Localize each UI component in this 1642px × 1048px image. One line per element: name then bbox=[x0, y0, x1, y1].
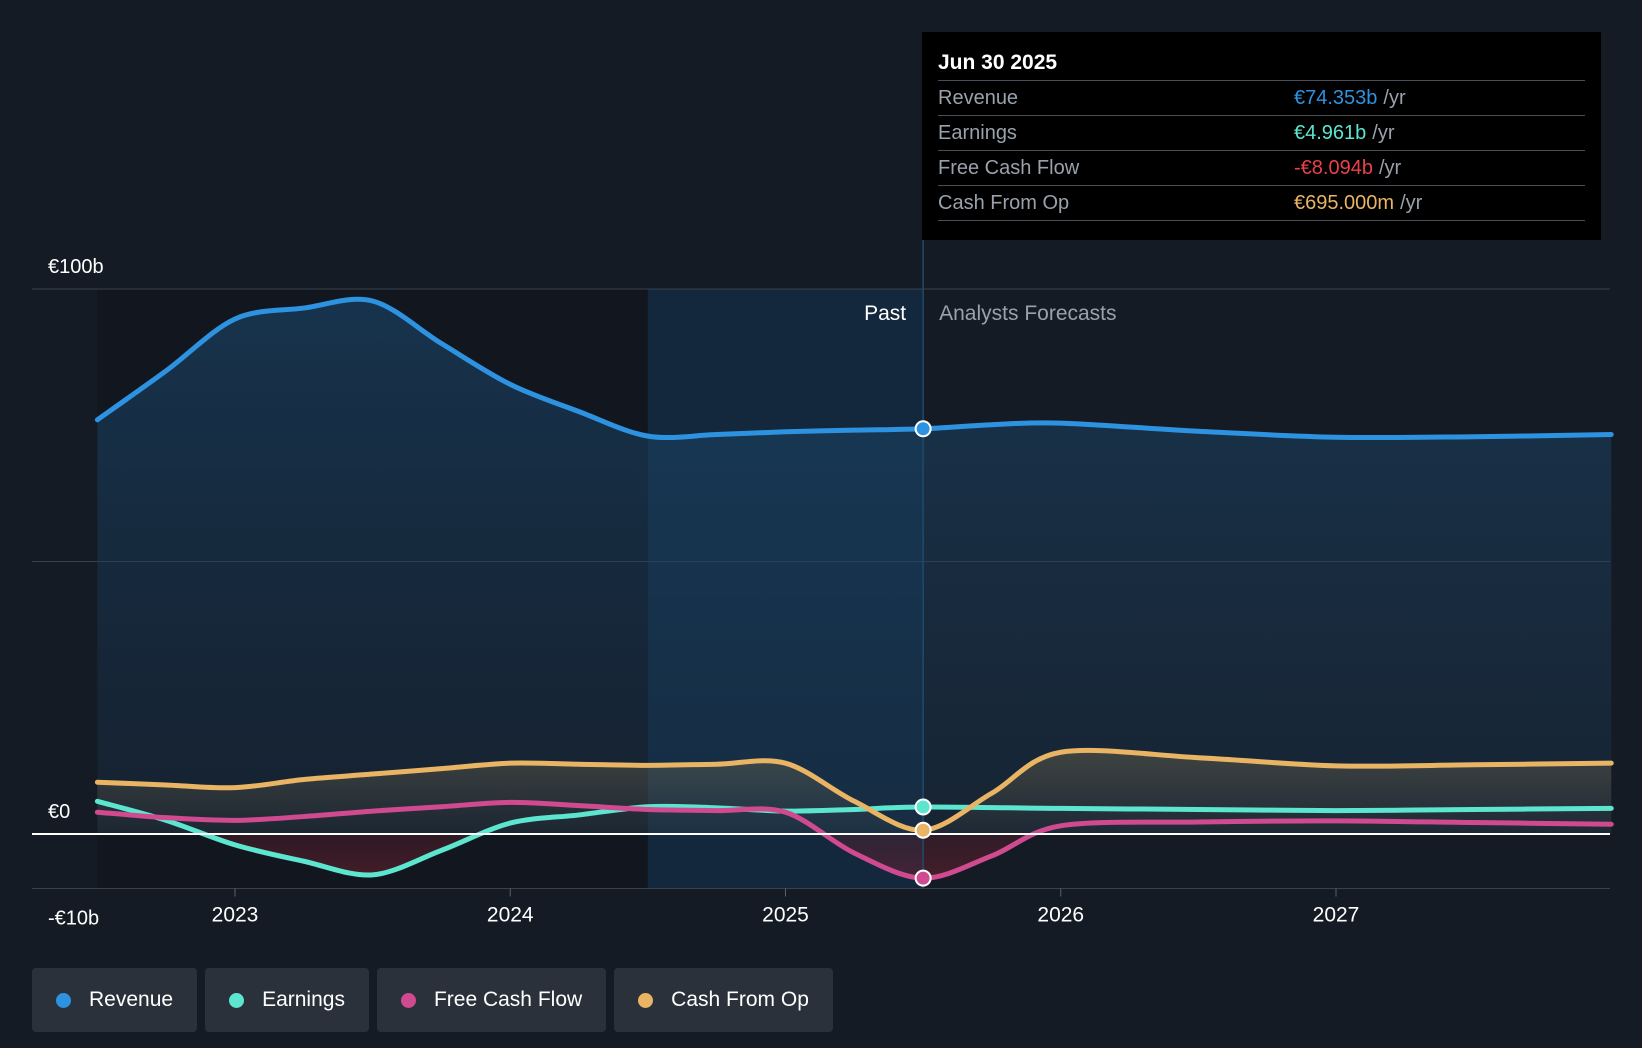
hover-markers bbox=[914, 420, 932, 887]
past-label: Past bbox=[864, 302, 906, 325]
tooltip-row-unit: /yr bbox=[1383, 87, 1406, 109]
legend-label: Earnings bbox=[262, 988, 345, 1011]
line-revenue bbox=[94, 296, 1614, 441]
legend-item-earnings[interactable]: Earnings bbox=[205, 968, 369, 1032]
y-label-100b: €100b bbox=[48, 256, 104, 278]
legend-dot-icon bbox=[56, 992, 71, 1008]
legend-item-cash-from-op[interactable]: Cash From Op bbox=[614, 968, 833, 1032]
x-tick-label: 2027 bbox=[1313, 904, 1360, 927]
x-axis-ticks: 2023 2024 2025 2026 2027 bbox=[212, 888, 1360, 927]
fill-cash-from-op bbox=[97, 750, 1612, 834]
tooltip-row-cash-from-op: Cash From Op €695.000m /yr bbox=[938, 186, 1585, 221]
x-tick-label: 2025 bbox=[762, 904, 809, 927]
marker-revenue bbox=[914, 420, 932, 438]
tooltip-row-unit: /yr bbox=[1400, 192, 1423, 214]
tooltip-row-value: €74.353b bbox=[1294, 87, 1378, 109]
legend-item-free-cash-flow[interactable]: Free Cash Flow bbox=[376, 968, 607, 1032]
negative-fill-free-cash-flow bbox=[97, 834, 1610, 879]
line-cash-from-op bbox=[94, 747, 1614, 833]
analysts-forecasts-label: Analysts Forecasts bbox=[939, 302, 1116, 325]
tooltip-row-unit: /yr bbox=[1372, 122, 1395, 144]
y-label-neg10b: -€10b bbox=[48, 908, 99, 930]
legend-dot-icon bbox=[638, 992, 654, 1008]
x-tick-label: 2023 bbox=[212, 904, 259, 927]
marker-free-cash-flow bbox=[914, 869, 932, 887]
tooltip-row-name: Earnings bbox=[938, 122, 1017, 144]
legend-label: Revenue bbox=[89, 988, 174, 1011]
marker-earnings bbox=[914, 798, 932, 816]
legend-dot-icon bbox=[400, 992, 416, 1008]
tooltip-row-free-cash-flow: Free Cash Flow -€8.094b /yr bbox=[938, 151, 1585, 186]
tooltip-row-value: €4.961b bbox=[1294, 122, 1367, 144]
tooltip: Jun 30 2025 Revenue €74.353b /yr Earning… bbox=[922, 32, 1601, 240]
x-tick-label: 2026 bbox=[1037, 904, 1084, 927]
legend-dot-icon bbox=[229, 992, 245, 1008]
tooltip-date: Jun 30 2025 bbox=[938, 46, 1585, 81]
tooltip-row-revenue: Revenue €74.353b /yr bbox=[938, 81, 1585, 116]
y-axis-labels: €100b €0 -€10b bbox=[48, 256, 104, 930]
tooltip-row-name: Cash From Op bbox=[938, 192, 1070, 214]
legend-label: Cash From Op bbox=[671, 988, 809, 1011]
legend-item-revenue[interactable]: Revenue bbox=[32, 968, 198, 1032]
y-label-0: €0 bbox=[48, 801, 70, 823]
legend: Revenue Earnings Free Cash Flow Cash Fro… bbox=[32, 968, 833, 1032]
series-fills bbox=[97, 299, 1612, 879]
line-free-cash-flow bbox=[94, 799, 1614, 881]
tooltip-row-value: -€8.094b bbox=[1294, 157, 1373, 179]
marker-cash-from-op bbox=[914, 821, 932, 839]
tooltip-row-value: €695.000m bbox=[1294, 192, 1395, 214]
fill-revenue bbox=[97, 299, 1612, 835]
tooltip-row-earnings: Earnings €4.961b /yr bbox=[938, 116, 1585, 151]
legend-label: Free Cash Flow bbox=[433, 988, 583, 1011]
x-tick-label: 2024 bbox=[487, 904, 534, 927]
negative-fill-earnings bbox=[97, 834, 1610, 876]
tooltip-row-name: Free Cash Flow bbox=[938, 157, 1080, 179]
tooltip-row-unit: /yr bbox=[1378, 157, 1402, 179]
series-lines bbox=[94, 296, 1614, 881]
tooltip-row-name: Revenue bbox=[938, 87, 1019, 109]
